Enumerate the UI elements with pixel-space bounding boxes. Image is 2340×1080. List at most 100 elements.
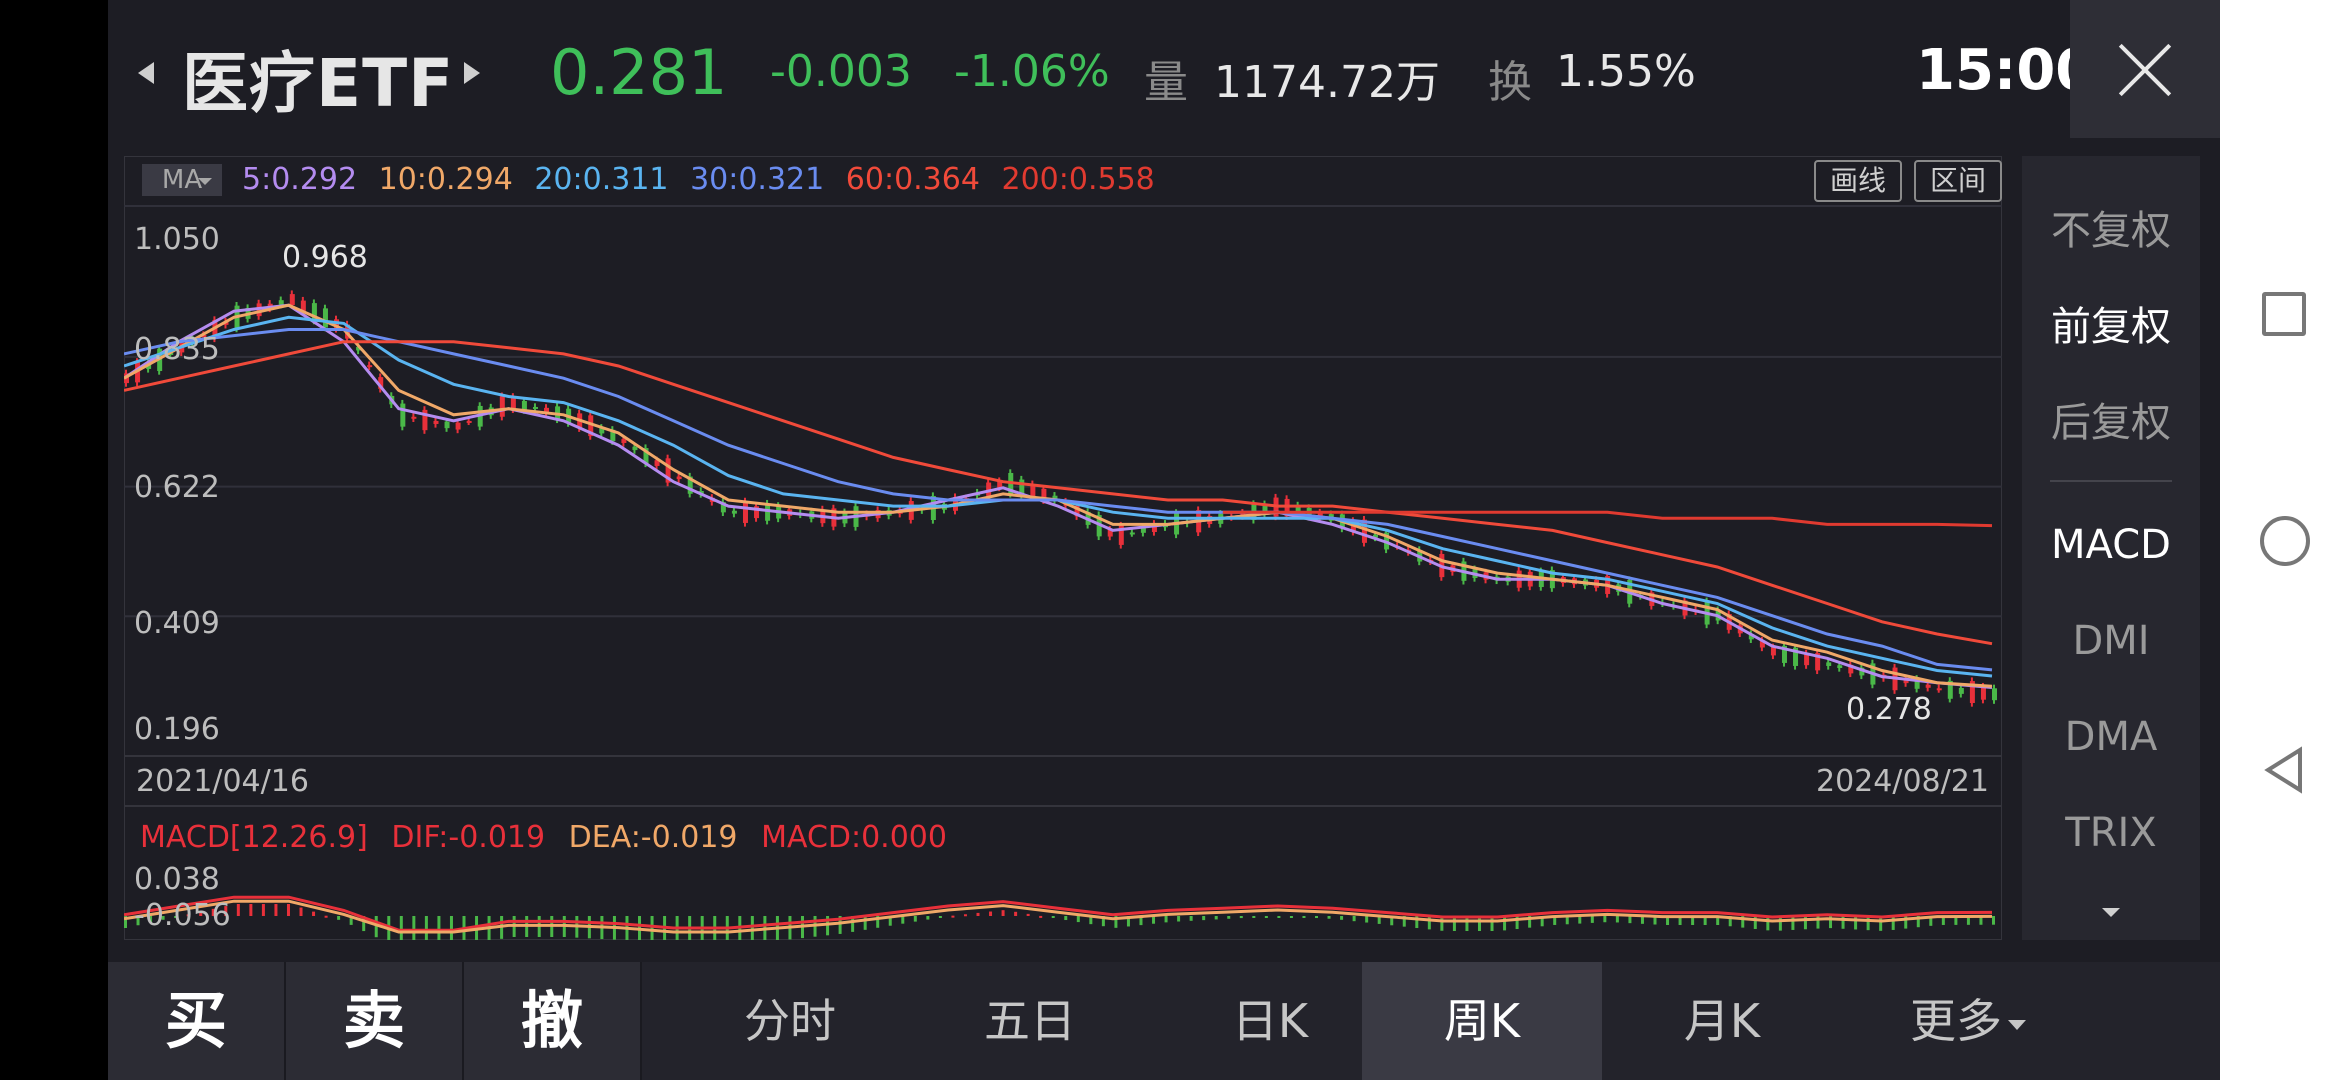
- candle-body: [1770, 647, 1776, 656]
- candle-body: [1074, 505, 1080, 517]
- macd-bar: [826, 916, 830, 936]
- side-item-macd[interactable]: MACD: [2051, 522, 2171, 568]
- candle-body: [599, 427, 605, 434]
- kline-chart-panel[interactable]: MA 5:0.292 10:0.294 20:0.311 30:0.321 60…: [124, 156, 2002, 940]
- ma-selector[interactable]: MA: [142, 164, 222, 196]
- macd-bar: [1415, 916, 1419, 929]
- macd-bar: [1076, 916, 1080, 923]
- macd-bar: [1540, 916, 1544, 927]
- candle-body: [1848, 664, 1854, 674]
- candle-body: [588, 415, 594, 437]
- macd-value: MACD:0.000: [761, 820, 947, 855]
- ma60-value: 60:0.364: [845, 162, 980, 197]
- back-icon[interactable]: [2264, 746, 2304, 794]
- macd-bar: [1916, 916, 1920, 928]
- macd-bar: [124, 916, 127, 928]
- turnover-value: 1.55%: [1556, 46, 1696, 97]
- candle-body: [411, 416, 417, 419]
- candle-body: [1262, 504, 1268, 515]
- close-icon[interactable]: [2070, 0, 2220, 138]
- macd-bar: [1891, 916, 1895, 930]
- macd-bar: [412, 916, 416, 940]
- macd-bar: [1829, 916, 1833, 929]
- candle-body: [367, 365, 373, 368]
- side-item-forward-adjust[interactable]: 前复权: [2051, 304, 2171, 350]
- macd-bar: [324, 915, 328, 918]
- next-arrow-icon[interactable]: [464, 62, 480, 84]
- cancel-order-button[interactable]: 撤: [464, 962, 642, 1080]
- candle-body: [1030, 484, 1036, 498]
- macd-bar: [174, 916, 178, 918]
- chevron-down-icon[interactable]: [2102, 908, 2120, 917]
- home-icon[interactable]: [2260, 516, 2310, 566]
- sell-button[interactable]: 卖: [286, 962, 464, 1080]
- ma-legend: 5:0.292 10:0.294 20:0.311 30:0.321 60:0.…: [242, 162, 1167, 197]
- macd-bar: [1465, 916, 1469, 931]
- tab-five-day[interactable]: 五日: [984, 994, 1076, 1048]
- candle-body: [300, 300, 306, 311]
- macd-bar: [149, 916, 153, 923]
- stock-app: 医疗ETF 0.281 -0.003 -1.06% 量 1174.72万 换 1…: [108, 0, 2220, 1080]
- y-tick-low: 0.196: [134, 712, 220, 747]
- quote-time: 15:00: [1916, 38, 2095, 103]
- macd-bar: [1904, 916, 1908, 929]
- side-item-backward-adjust[interactable]: 后复权: [2051, 400, 2171, 446]
- recent-apps-icon[interactable]: [2262, 292, 2306, 336]
- macd-bar: [1753, 916, 1757, 929]
- start-date: 2021/04/16: [136, 764, 309, 799]
- macd-bar: [1189, 916, 1193, 921]
- y-tick-mid3: 0.409: [134, 606, 220, 641]
- side-item-trix[interactable]: TRIX: [2065, 810, 2157, 856]
- macd-bar: [1816, 916, 1820, 929]
- kline-chart[interactable]: [124, 156, 2002, 940]
- tab-more[interactable]: 更多: [1848, 962, 2088, 1080]
- candle-body: [1925, 684, 1931, 688]
- macd-bar: [650, 916, 654, 940]
- macd-bar: [1302, 916, 1306, 918]
- macd-bar: [1565, 916, 1569, 925]
- candle-body: [1317, 512, 1323, 518]
- side-item-no-adjust[interactable]: 不复权: [2051, 208, 2171, 254]
- turnover-label: 换: [1488, 57, 1532, 108]
- candle-body: [997, 481, 1003, 488]
- candle-body: [1295, 505, 1301, 515]
- macd-bar: [1941, 916, 1945, 925]
- prev-arrow-icon[interactable]: [138, 62, 154, 84]
- macd-bar: [1640, 916, 1644, 924]
- candle-body: [1151, 523, 1157, 533]
- macd-bar: [1365, 916, 1369, 923]
- tab-intraday[interactable]: 分时: [744, 994, 836, 1048]
- side-item-dmi[interactable]: DMI: [2072, 618, 2150, 664]
- macd-bar: [1477, 916, 1481, 931]
- y-tick-mid1: 0.835: [134, 332, 220, 367]
- candle-body: [499, 396, 505, 417]
- side-item-dma[interactable]: DMA: [2064, 714, 2158, 760]
- candle-body: [378, 377, 384, 389]
- price-change-pct: -1.06%: [954, 46, 1110, 97]
- macd-bar: [1014, 911, 1018, 916]
- macd-bar: [926, 916, 930, 920]
- candle-body: [455, 422, 461, 430]
- tab-daily-k[interactable]: 日K: [1231, 994, 1309, 1048]
- draw-line-button[interactable]: 画线: [1814, 160, 1902, 202]
- range-button[interactable]: 区间: [1914, 160, 2002, 202]
- candle-body: [1041, 488, 1047, 501]
- caret-down-icon: [2008, 1019, 2026, 1030]
- macd-bar: [1716, 916, 1720, 925]
- series-line-ma60: [124, 340, 1993, 646]
- macd-bar: [1051, 916, 1055, 918]
- candle-body: [510, 396, 516, 410]
- min-price-label: 0.278: [1846, 692, 1932, 727]
- candle-body: [400, 403, 406, 427]
- candle-body: [1859, 667, 1865, 676]
- tab-weekly-k[interactable]: 周K: [1362, 962, 1602, 1080]
- candle-body: [1748, 634, 1754, 640]
- macd-bar: [1164, 916, 1168, 923]
- buy-button[interactable]: 买: [108, 962, 286, 1080]
- macd-bar: [199, 911, 203, 916]
- macd-bar: [989, 911, 993, 916]
- macd-bar: [1528, 916, 1532, 928]
- macd-bar: [1039, 915, 1043, 918]
- tab-monthly-k[interactable]: 月K: [1683, 994, 1761, 1048]
- indicator-side-panel: 不复权 前复权 后复权 MACD DMI DMA TRIX: [2022, 156, 2200, 940]
